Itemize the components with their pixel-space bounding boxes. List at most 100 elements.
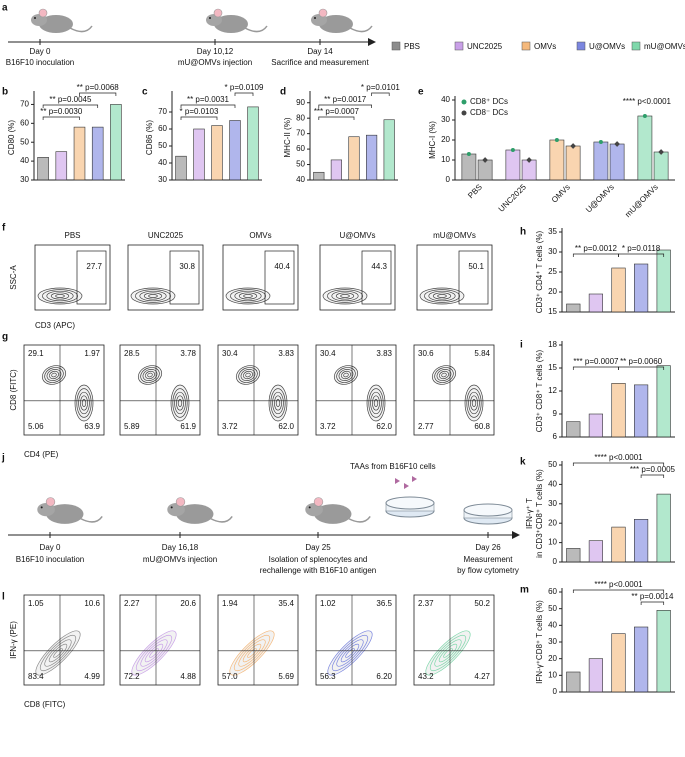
contour (441, 372, 447, 378)
contour (366, 384, 386, 422)
contour (55, 294, 65, 298)
bar (656, 365, 671, 438)
contour (443, 648, 453, 658)
mouse-tail (347, 515, 371, 523)
y-axis-label: SSC-A (9, 265, 18, 290)
contour (336, 367, 356, 383)
bar (566, 421, 581, 438)
quadrant-value: 6.20 (376, 672, 392, 681)
contour (335, 292, 355, 300)
gate-value: 50.1 (468, 262, 484, 271)
significance-bracket (572, 366, 619, 370)
bar (549, 139, 565, 181)
bar (193, 128, 205, 181)
bar (229, 120, 241, 181)
contour (327, 630, 373, 676)
quadrant-value: 29.1 (28, 349, 44, 358)
significance-bracket (371, 92, 390, 96)
contour (419, 287, 465, 305)
contour (229, 630, 275, 676)
y-axis-label: CD8 (FITC) (9, 369, 18, 411)
contour (270, 388, 286, 418)
timeline-arrow (512, 531, 520, 539)
plot-frame (413, 344, 495, 436)
note: TAAs from B16F10 cells (350, 462, 436, 471)
plot-frame (217, 344, 299, 436)
contour (233, 634, 271, 672)
mouse-ear (38, 8, 48, 18)
y-axis-label: CD80 (%) (7, 120, 16, 155)
mouse-eye (170, 506, 173, 509)
y-tick-label: 60 (20, 118, 29, 127)
y-tick-label: 12 (548, 386, 557, 395)
contour (131, 630, 177, 676)
day: Day 10,12 (197, 47, 234, 56)
p-value: *** p=0.0007 (573, 357, 619, 366)
y-tick-label: 18 (548, 340, 557, 349)
contour (438, 370, 450, 380)
mouse-body (176, 504, 214, 524)
p-value: * p=0.0103 (180, 107, 219, 116)
y-tick-label: 60 (296, 144, 305, 153)
contour (234, 290, 262, 302)
contour (148, 294, 158, 298)
contour (471, 399, 477, 407)
contour (143, 292, 163, 300)
y-tick-label: 50 (548, 460, 557, 469)
plot-title: PBS (64, 231, 80, 240)
contour (172, 388, 188, 418)
significance-bracket (618, 366, 665, 370)
p-value: **** p<0.0001 (594, 453, 643, 462)
bar (566, 548, 581, 563)
x-axis-label: CD4 (PE) (24, 450, 59, 459)
contour (238, 639, 266, 667)
bar (588, 413, 603, 438)
quadrant-value: 50.2 (474, 599, 490, 608)
contour (240, 369, 256, 381)
event: Sacrifice and measurement (271, 58, 369, 67)
contour (144, 643, 164, 663)
panel-label: j (1, 453, 5, 464)
contour (135, 634, 173, 672)
bar (37, 157, 49, 181)
event: B16F10 inoculation (16, 555, 85, 564)
contour (44, 367, 64, 383)
y-tick-label: 30 (158, 175, 167, 184)
y-axis-label: MHC-I (%) (428, 121, 437, 159)
bar (91, 126, 104, 181)
event: Measurement (464, 555, 514, 564)
y-axis-label: IFN-γ⁺ T (525, 498, 534, 529)
panel-label: e (418, 87, 424, 98)
event: Isolation of splenocytes and (269, 555, 368, 564)
legend-label: mU@OMVs (644, 42, 685, 51)
panel-label: m (520, 585, 529, 596)
y-tick-label: 15 (548, 307, 557, 316)
mouse-tail (209, 515, 233, 523)
contour (274, 395, 282, 411)
significance-bracket (572, 462, 665, 466)
contour (327, 289, 363, 303)
legend-swatch (521, 41, 531, 51)
significance-bracket (42, 116, 80, 120)
point (510, 148, 515, 152)
contour (230, 289, 266, 303)
y-tick-label: 30 (20, 175, 29, 184)
contour (343, 372, 349, 378)
quadrant-value: 83.4 (28, 672, 44, 681)
y-tick-label: 50 (548, 604, 557, 613)
y-tick-label: 40 (296, 175, 305, 184)
contour (135, 289, 171, 303)
contour (336, 639, 364, 667)
bar (211, 125, 223, 181)
contour (245, 372, 251, 378)
bar (330, 159, 342, 181)
bar (521, 159, 537, 181)
point (554, 138, 559, 142)
p-value: **** p<0.0001 (623, 97, 672, 106)
mouse-tail (244, 25, 268, 33)
gate (76, 250, 107, 305)
y-tick-label: 50 (20, 137, 29, 146)
mouse-ear (213, 8, 223, 18)
contour (140, 639, 168, 667)
